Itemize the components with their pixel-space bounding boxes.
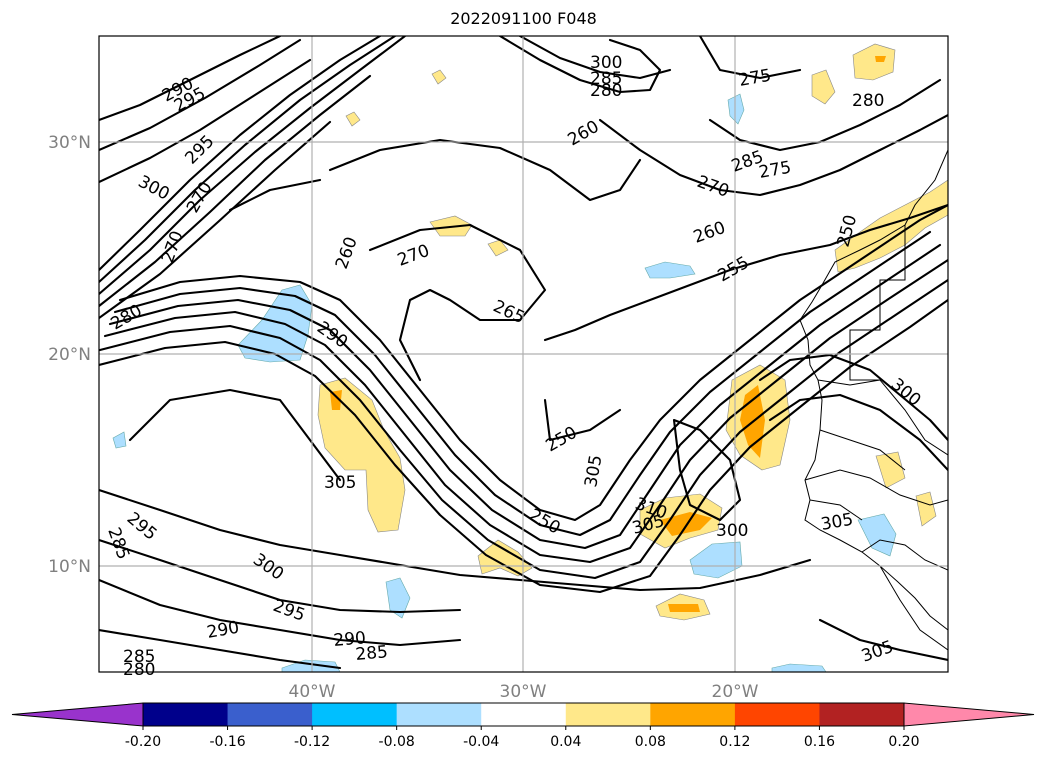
shade-positive-patch xyxy=(477,539,533,577)
shade-positive-patch xyxy=(875,451,906,489)
colorbar: -0.20 -0.16 -0.12 -0.08 -0.04 0.04 0.08 0.12 0.1… xyxy=(11,702,1035,750)
shading-layer xyxy=(112,43,948,672)
lat-label: 30°N xyxy=(48,133,91,153)
contour-label: 290 xyxy=(333,628,367,651)
colorbar-tick-label: -0.04 xyxy=(463,734,499,750)
colorbar-tick-label: 0.16 xyxy=(804,734,835,750)
colorbar-tick-label: 0.08 xyxy=(635,734,666,750)
colorbar-segment xyxy=(312,703,398,726)
contour-label: 300 xyxy=(590,53,622,73)
lat-label: 10°N xyxy=(48,557,91,577)
colorbar-segment xyxy=(481,703,567,726)
contour-label: 285 xyxy=(590,69,622,89)
shade-positive-patch xyxy=(487,239,509,257)
axis-labels: 30°N 20°N 10°N 40°W 30°W 20°W xyxy=(48,133,759,702)
shade-positive-patch xyxy=(317,377,406,533)
colorbar-tick-label: 0.12 xyxy=(719,734,750,750)
colorbar-segment xyxy=(734,703,820,726)
shade-negative-patch xyxy=(112,431,127,449)
shade-positive-patch xyxy=(852,43,896,81)
contour-label: 285 xyxy=(123,647,155,667)
shade-positive-patch xyxy=(345,111,361,127)
country-border xyxy=(817,379,881,386)
colorbar-frame xyxy=(142,702,905,727)
shade-positive-core xyxy=(660,512,712,536)
shade-positive-patch xyxy=(811,69,836,105)
shade-negative-patch xyxy=(771,663,827,672)
lon-label: 40°W xyxy=(289,682,336,702)
map-frame xyxy=(98,35,949,673)
country-border xyxy=(879,565,948,651)
colorbar-tick-label: 0.20 xyxy=(888,734,919,750)
lon-label: 30°W xyxy=(500,682,547,702)
shade-negative-patch xyxy=(857,513,897,557)
colorbar-tick-label: -0.12 xyxy=(294,734,330,750)
contour-label: 300 xyxy=(716,521,748,541)
contour-label: 280 xyxy=(590,81,622,101)
country-border xyxy=(861,539,948,571)
contour-label: 280 xyxy=(852,91,884,111)
lat-label: 20°N xyxy=(48,345,91,365)
shade-positive-patch xyxy=(431,69,447,85)
colorbar-tick-label: -0.08 xyxy=(379,734,415,750)
coastline-layer xyxy=(799,149,948,651)
shade-negative-patch xyxy=(385,577,411,619)
africa-coastline xyxy=(799,149,948,631)
map-title: 2022091100 F048 xyxy=(450,9,597,28)
shade-negative-patch xyxy=(237,284,313,363)
colorbar-segment xyxy=(650,703,736,726)
colorbar-segment xyxy=(565,703,651,726)
country-border xyxy=(819,429,906,471)
colorbar-segment xyxy=(396,703,482,726)
shade-negative-patch xyxy=(727,93,745,125)
shade-positive-patch xyxy=(834,179,948,273)
colorbar-tick-label: -0.20 xyxy=(125,734,161,750)
contour-label: 285 xyxy=(355,642,389,665)
colorbar-segment xyxy=(227,703,313,726)
shade-positive-core xyxy=(668,604,700,612)
lon-label: 20°W xyxy=(712,682,759,702)
colorbar-segment xyxy=(143,703,229,726)
colorbar-segment xyxy=(819,703,905,726)
colorbar-under-extension xyxy=(11,702,144,727)
country-border xyxy=(849,225,948,456)
contour-layer xyxy=(99,36,948,670)
colorbar-tick-label: 0.04 xyxy=(550,734,581,750)
shade-positive-core xyxy=(875,56,886,62)
contour-label: 280 xyxy=(123,660,155,680)
gridlines xyxy=(99,36,948,672)
colorbar-over-extension xyxy=(903,702,1035,727)
country-border xyxy=(804,469,948,506)
colorbar-tick-label: -0.16 xyxy=(209,734,245,750)
shade-positive-patch xyxy=(915,491,937,527)
shade-negative-patch xyxy=(644,261,696,279)
country-border xyxy=(809,499,863,521)
contour-label: 305 xyxy=(324,473,356,493)
